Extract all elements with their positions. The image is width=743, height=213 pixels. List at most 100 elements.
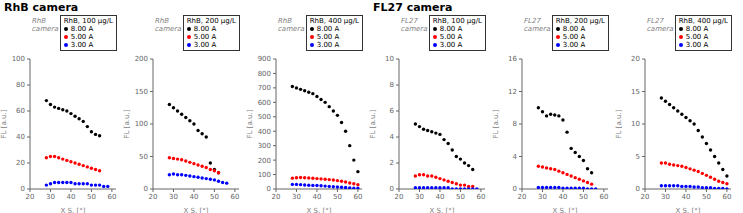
svg-text:100: 100 (12, 55, 25, 63)
svg-text:0: 0 (513, 185, 517, 193)
svg-text:20: 20 (641, 193, 650, 201)
html-text:RhB camera: RhB camera (4, 1, 79, 14)
svg-text:X S. [°]: X S. [°] (430, 207, 455, 213)
svg-text:40: 40 (435, 193, 444, 201)
svg-text:8: 8 (513, 120, 517, 128)
svg-text:50: 50 (702, 193, 711, 201)
svg-text:40: 40 (312, 193, 321, 201)
svg-text:40: 40 (189, 193, 198, 201)
svg-text:20: 20 (631, 55, 640, 63)
svg-text:30: 30 (46, 193, 55, 201)
html-text:RhB, 100 µg/L: RhB, 100 µg/L (432, 17, 482, 25)
svg-text:60: 60 (16, 107, 25, 115)
svg-text:X S. [°]: X S. [°] (676, 207, 701, 213)
svg-text:60: 60 (353, 193, 362, 201)
svg-text:30: 30 (661, 193, 670, 201)
svg-text:20: 20 (16, 159, 25, 167)
svg-text:50: 50 (139, 153, 148, 161)
svg-text:4: 4 (513, 153, 518, 161)
svg-text:FL [a.u.]: FL [a.u.] (246, 109, 254, 138)
html-text:RhB camera: RhB camera (278, 17, 305, 33)
svg-text:700: 700 (258, 84, 271, 92)
html-text:5.00 A: 5.00 A (316, 33, 340, 41)
svg-text:200: 200 (258, 157, 271, 165)
svg-text:12: 12 (508, 88, 517, 96)
svg-text:X S. [°]: X S. [°] (61, 207, 86, 213)
svg-text:60: 60 (722, 193, 731, 201)
svg-text:FL [a.u.]: FL [a.u.] (123, 109, 131, 138)
svg-text:2: 2 (390, 159, 394, 167)
svg-text:0: 0 (636, 185, 640, 193)
svg-text:50: 50 (333, 193, 342, 201)
svg-text:150: 150 (135, 88, 148, 96)
svg-text:20: 20 (149, 193, 158, 201)
svg-text:100: 100 (258, 171, 271, 179)
svg-text:0: 0 (267, 185, 271, 193)
svg-text:100: 100 (135, 120, 148, 128)
svg-text:60: 60 (476, 193, 485, 201)
svg-text:800: 800 (258, 70, 271, 78)
html-text:8.00 A: 8.00 A (316, 25, 340, 33)
svg-text:20: 20 (272, 193, 281, 201)
html-text:FL27 camera: FL27 camera (401, 17, 428, 33)
html-text:FL27 camera: FL27 camera (647, 17, 674, 33)
svg-text:40: 40 (558, 193, 567, 201)
html-text:3.00 A: 3.00 A (316, 41, 340, 49)
html-text:FL27 camera: FL27 camera (524, 17, 551, 33)
svg-text:20: 20 (395, 193, 404, 201)
svg-text:20: 20 (518, 193, 527, 201)
svg-text:8: 8 (390, 81, 394, 89)
svg-text:400: 400 (258, 128, 271, 136)
svg-text:FL [a.u.]: FL [a.u.] (615, 109, 623, 138)
svg-text:6: 6 (390, 107, 395, 115)
svg-text:600: 600 (258, 99, 271, 107)
svg-text:16: 16 (508, 55, 517, 63)
svg-text:X S. [°]: X S. [°] (307, 207, 332, 213)
html-text:5.00 A: 5.00 A (193, 33, 217, 41)
html-text:RhB, 100 µg/L: RhB, 100 µg/L (63, 17, 113, 25)
svg-text:40: 40 (16, 133, 25, 141)
html-text:RhB, 200 µg/L: RhB, 200 µg/L (186, 17, 236, 25)
svg-text:60: 60 (230, 193, 239, 201)
svg-text:FL [a.u.]: FL [a.u.] (492, 109, 500, 138)
svg-text:30: 30 (538, 193, 547, 201)
svg-text:FL [a.u.]: FL [a.u.] (8, 109, 9, 138)
svg-text:200: 200 (135, 55, 148, 63)
svg-text:80: 80 (16, 81, 25, 89)
svg-text:20: 20 (26, 193, 35, 201)
html-text:5.00 A: 5.00 A (70, 33, 94, 41)
svg-text:0: 0 (144, 185, 148, 193)
svg-text:0: 0 (390, 185, 394, 193)
svg-text:5: 5 (636, 153, 640, 161)
svg-text:0: 0 (21, 185, 25, 193)
svg-text:10: 10 (631, 120, 640, 128)
svg-text:30: 30 (169, 193, 178, 201)
html-text:3.00 A: 3.00 A (70, 41, 94, 49)
svg-text:30: 30 (292, 193, 301, 201)
html-text:RhB, 400 µg/L: RhB, 400 µg/L (309, 17, 359, 25)
svg-text:X S. [°]: X S. [°] (553, 207, 578, 213)
svg-text:40: 40 (681, 193, 690, 201)
html-text:8.00 A: 8.00 A (193, 25, 217, 33)
svg-text:900: 900 (258, 55, 271, 63)
svg-text:15: 15 (631, 88, 640, 96)
svg-text:50: 50 (579, 193, 588, 201)
svg-text:4: 4 (390, 133, 395, 141)
svg-text:FL [a.u.]: FL [a.u.] (369, 109, 377, 138)
svg-text:60: 60 (599, 193, 608, 201)
svg-text:50: 50 (210, 193, 219, 201)
html-text:8.00 A: 8.00 A (70, 25, 94, 33)
svg-text:60: 60 (107, 193, 116, 201)
svg-text:40: 40 (66, 193, 75, 201)
svg-text:50: 50 (456, 193, 465, 201)
html-text:RhB camera: RhB camera (155, 17, 182, 33)
svg-text:50: 50 (87, 193, 96, 201)
svg-text:10: 10 (385, 55, 394, 63)
svg-text:300: 300 (258, 142, 271, 150)
svg-text:X S. [°]: X S. [°] (184, 207, 209, 213)
html-text:RhB camera: RhB camera (32, 17, 59, 33)
svg-text:500: 500 (258, 113, 271, 121)
html-text:FL27 camera: FL27 camera (373, 1, 453, 14)
html-text:3.00 A: 3.00 A (193, 41, 217, 49)
svg-text:30: 30 (415, 193, 424, 201)
